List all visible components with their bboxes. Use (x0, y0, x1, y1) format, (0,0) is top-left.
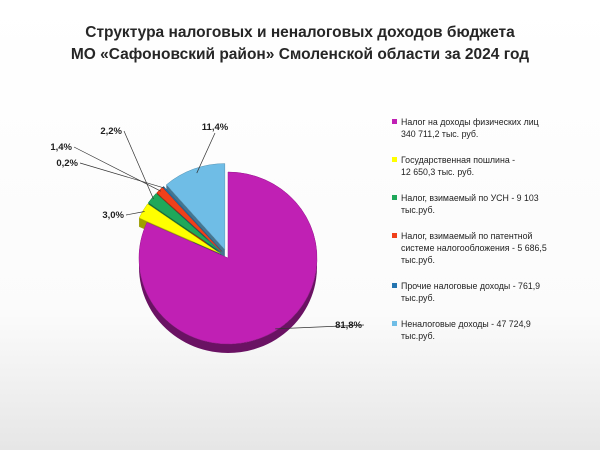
pie-leader-line (275, 324, 365, 330)
pie-data-label: 2,2% (100, 126, 122, 137)
legend-swatch (392, 283, 397, 288)
legend-swatch (392, 119, 397, 124)
chart-title-line-2: МО «Сафоновский район» Смоленской област… (70, 46, 530, 63)
legend-item: Прочие налоговые доходы - 761,9 тыс.руб. (392, 280, 592, 304)
pie-slices (138, 163, 318, 345)
pie-slice (166, 163, 226, 251)
pie-slice (138, 203, 221, 254)
legend-item: Неналоговые доходы - 47 724,9 тыс.руб. (392, 318, 592, 342)
legend-item: Налог, взимаемый по УСН - 9 103 тыс.руб. (392, 192, 592, 216)
pie-slice (162, 186, 223, 252)
legend-label: Неналоговые доходы - 47 724,9 тыс.руб. (401, 319, 531, 341)
chart-title: Структура налоговых и неналоговых доходо… (60, 22, 540, 66)
legend-label: Государственная пошлина - 12 650,3 тыс. … (401, 155, 516, 177)
legend-item: Налог на доходы физических лиц 340 711,2… (392, 116, 592, 140)
pie-data-label: 11,4% (202, 122, 229, 133)
pie-leader-line (79, 162, 165, 189)
pie-data-label: 81,8% (335, 320, 362, 331)
pie-data-labels: 81,8% 3,0% 2,2% 1,4% 0,2% 11,4% (50, 122, 362, 331)
pie-leader-line (73, 146, 161, 192)
legend-label: Налог на доходы физических лиц 340 711,2… (401, 117, 539, 139)
pie-data-label: 0,2% (56, 158, 78, 169)
pie-slice (138, 171, 318, 345)
legend-item: Государственная пошлина - 12 650,3 тыс. … (392, 154, 592, 178)
legend-swatch (392, 233, 397, 238)
chart-legend: Налог на доходы физических лиц 340 711,2… (392, 116, 592, 356)
legend-label: Налог, взимаемый по УСН - 9 103 тыс.руб. (401, 193, 539, 215)
legend-swatch (392, 321, 397, 326)
chart-title-line-1: Структура налоговых и неналоговых доходо… (85, 24, 515, 41)
pie-leader-line (125, 211, 145, 216)
pie-leader-lines (73, 130, 365, 330)
pie-slice (148, 193, 222, 253)
legend-item: Налог, взимаемый по патентной системе на… (392, 230, 592, 266)
legend-label: Налог, взимаемый по патентной системе на… (401, 231, 547, 265)
legend-swatch (392, 157, 397, 162)
legend-swatch (392, 195, 397, 200)
legend-label: Прочие налоговые доходы - 761,9 тыс.руб. (401, 281, 541, 303)
pie-leader-line (196, 132, 216, 174)
pie-data-label: 1,4% (50, 142, 72, 153)
pie-data-label: 3,0% (102, 210, 124, 221)
pie-leader-line (123, 130, 154, 200)
